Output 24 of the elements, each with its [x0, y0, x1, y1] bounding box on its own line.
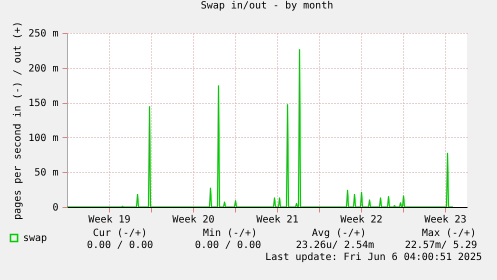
text: Min (-/+) — [202, 228, 258, 239]
text: Avg (-/+) — [312, 228, 366, 239]
text: 0.00 / 0.00 — [86, 240, 154, 251]
y-tick-label: 250 m — [28, 28, 58, 40]
y-tick-label: 0 — [52, 202, 58, 214]
line-series — [67, 49, 454, 207]
text: 0.00 / 0.00 — [194, 240, 262, 251]
y-axis-title: pages per second in (-) / out (+) — [12, 21, 24, 220]
legend-label: swap — [23, 233, 48, 244]
text: 23.26u/ 2.54m — [296, 240, 374, 251]
chart-title: Swap in/out - by month — [200, 0, 334, 12]
y-tick-label: 100 m — [28, 132, 58, 144]
text: Max (-/+) — [422, 228, 476, 239]
text: Cur (-/+) — [92, 228, 148, 239]
y-tick-label: 50 m — [34, 168, 58, 179]
x-tick-label: Week 23 — [424, 214, 467, 226]
y-tick-label: 200 m — [28, 63, 58, 74]
x-tick-label: Week 21 — [256, 214, 299, 226]
x-tick-label: Week 19 — [88, 214, 131, 226]
x-tick-label: Week 20 — [172, 214, 215, 226]
text: 22.57m/ 5.29 — [404, 240, 478, 251]
text: Last update: Fri Jun 6 04:00:51 2025 — [265, 252, 482, 263]
x-tick-label: Week 22 — [340, 214, 383, 226]
y-tick-label: 150 m — [28, 98, 58, 110]
